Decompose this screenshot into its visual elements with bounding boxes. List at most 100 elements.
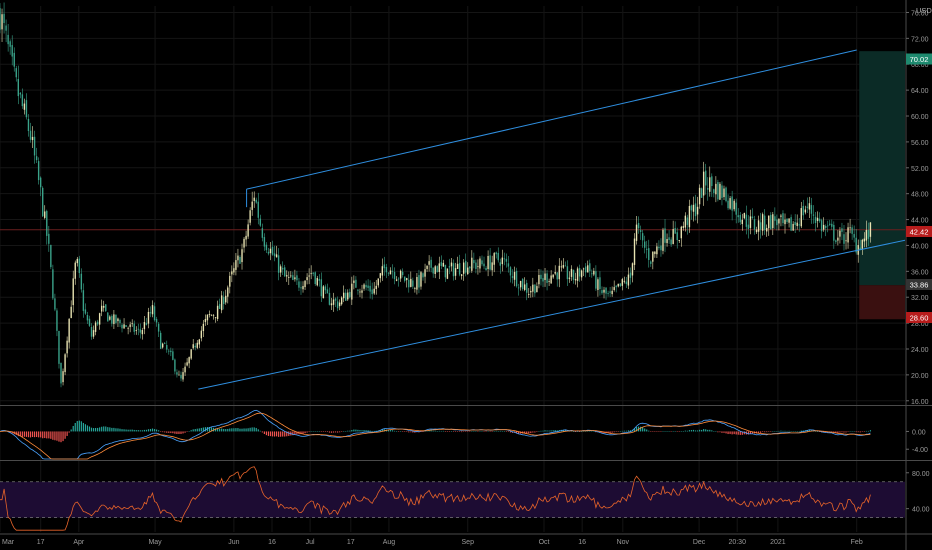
time-axis[interactable]: Mar 17 Apr May Jun 16 Jul 17 Aug Sep Oct 16 Nov Dec 20…: [2, 539, 863, 546]
macd-histogram-bar: [849, 431, 851, 432]
candle-body: [587, 265, 589, 273]
macd-histogram-bar: [770, 431, 772, 432]
candle-body: [58, 330, 60, 364]
candle-body: [46, 210, 48, 236]
candle: [770, 212, 772, 230]
macd-histogram-bar: [845, 431, 847, 433]
candle-body: [835, 240, 837, 243]
candle-body: [281, 267, 284, 270]
candle: [475, 259, 477, 274]
macd-histogram-bar: [432, 430, 434, 432]
candle: [460, 274, 463, 280]
candle-body: [82, 290, 85, 311]
candle-body: [312, 272, 314, 274]
candle: [831, 219, 833, 230]
candle-body: [859, 247, 861, 250]
candle: [5, 19, 7, 43]
macd-histogram-bar: [125, 429, 127, 432]
candle: [456, 256, 459, 270]
candle-body: [361, 290, 363, 293]
candle: [111, 314, 113, 327]
macd-histogram-bar: [861, 431, 863, 432]
macd-histogram-bar: [658, 431, 660, 432]
candle: [46, 209, 48, 245]
macd-histogram-bar: [316, 431, 318, 432]
candle-body: [182, 372, 184, 380]
candle-body: [544, 273, 546, 280]
candle-body: [660, 245, 662, 251]
macd-histogram-bar: [613, 431, 615, 433]
candle-body: [263, 237, 266, 247]
macd-histogram-bar: [99, 427, 101, 432]
macd-histogram-bar: [296, 431, 298, 435]
candle: [131, 319, 133, 327]
candle: [686, 214, 689, 235]
macd-histogram-bar: [438, 430, 440, 432]
candle: [792, 221, 794, 231]
macd-histogram-bar: [475, 431, 477, 432]
candle-body: [233, 268, 235, 273]
macd-histogram-bar: [172, 431, 174, 434]
candle: [168, 349, 170, 355]
candle: [174, 358, 176, 375]
candle: [29, 122, 32, 143]
candle: [517, 283, 520, 296]
candle-body: [300, 287, 302, 289]
price-axis[interactable]: USD 16.00 20.00 24.00 28.00 32.00 36.00 40.00 4…: [906, 6, 932, 514]
candle: [633, 233, 636, 270]
candle-body: [33, 136, 36, 156]
candle-body: [869, 222, 872, 237]
macd-histogram-bar: [450, 431, 453, 432]
macd-histogram-bar: [410, 431, 412, 433]
macd-histogram-bar: [176, 431, 178, 434]
candle: [566, 260, 569, 287]
candle: [623, 276, 626, 284]
macd-histogram-bar: [393, 430, 396, 432]
stop-loss-value: 28.60: [910, 314, 929, 323]
macd-histogram-bar: [353, 429, 355, 432]
candle: [267, 247, 270, 256]
macd-histogram-bar: [314, 431, 316, 432]
macd-histogram-bar: [562, 429, 564, 432]
candle-body: [501, 257, 504, 265]
candle: [709, 166, 711, 197]
candle: [454, 262, 457, 280]
candle-body: [184, 366, 186, 373]
macd-histogram-bar: [627, 430, 630, 432]
macd-histogram-bar: [544, 430, 546, 432]
candle: [420, 271, 422, 290]
candle: [355, 276, 357, 288]
candle: [613, 280, 615, 292]
candle-body: [495, 252, 497, 255]
macd-histogram-bar: [328, 431, 331, 433]
macd-histogram-bar: [684, 430, 686, 432]
candle: [804, 205, 807, 215]
candle-body: [652, 251, 654, 262]
macd-histogram-bar: [239, 428, 241, 432]
candle-body: [103, 305, 105, 308]
candle: [50, 244, 52, 270]
candle-body: [72, 278, 74, 306]
candle-body: [267, 251, 270, 254]
candle-body: [60, 362, 62, 384]
candle: [78, 255, 81, 278]
candle: [52, 264, 54, 301]
macd-histogram-bar: [554, 430, 556, 432]
candle: [818, 212, 821, 223]
candle: [548, 278, 550, 286]
candle-body: [519, 280, 522, 288]
candle: [487, 250, 489, 277]
candle-body: [9, 41, 11, 47]
candle: [194, 343, 196, 351]
candle: [462, 259, 465, 281]
candle-body: [591, 273, 593, 275]
macd-histogram-bar: [739, 431, 741, 435]
macd-histogram-bar: [816, 431, 819, 432]
candle-body: [637, 222, 640, 229]
macd-histogram-bar: [94, 427, 97, 432]
candle: [609, 287, 611, 298]
price-channel[interactable]: [198, 49, 906, 390]
candle: [572, 269, 575, 284]
